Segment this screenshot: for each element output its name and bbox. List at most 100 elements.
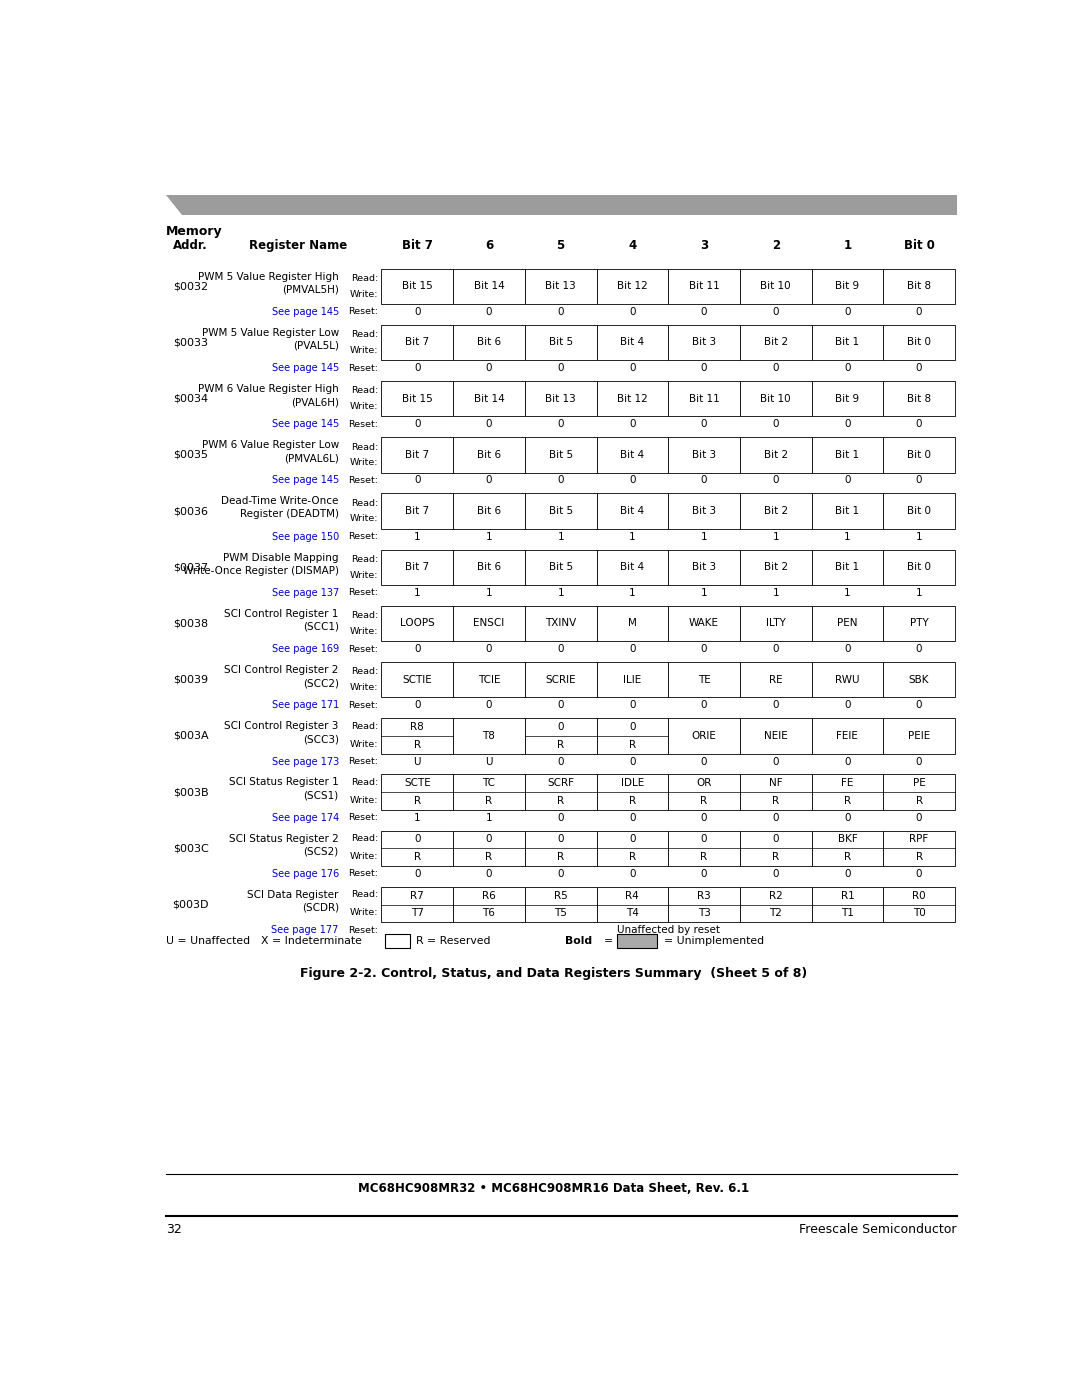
Text: TCIE: TCIE [477, 675, 500, 685]
Bar [596, 662, 669, 697]
Bar [454, 493, 525, 529]
Text: NEIE: NEIE [764, 731, 787, 740]
Bar [740, 606, 811, 641]
Text: 0: 0 [630, 834, 636, 844]
Text: Bit 9: Bit 9 [835, 394, 860, 404]
Text: 0: 0 [630, 813, 636, 823]
Text: Bit 14: Bit 14 [474, 281, 504, 291]
Text: See page 145: See page 145 [271, 419, 339, 429]
Text: Dead-Time Write-Once: Dead-Time Write-Once [221, 496, 339, 506]
Text: R: R [701, 852, 707, 862]
Text: Reset:: Reset: [349, 476, 378, 485]
Text: T8: T8 [483, 731, 496, 740]
Text: SCI Control Register 1: SCI Control Register 1 [225, 609, 339, 619]
Bar [596, 774, 669, 810]
Text: 0: 0 [486, 419, 492, 429]
Text: See page 173: See page 173 [271, 757, 339, 767]
Bar [384, 933, 410, 949]
Text: See page 174: See page 174 [271, 813, 339, 823]
Text: Bit 15: Bit 15 [402, 281, 433, 291]
Bar [596, 549, 669, 585]
Bar [596, 493, 669, 529]
Text: Read:: Read: [351, 555, 378, 564]
Bar [525, 606, 596, 641]
Text: 0: 0 [845, 419, 851, 429]
Text: PEN: PEN [837, 619, 858, 629]
Text: Write:: Write: [350, 402, 378, 411]
Bar [883, 887, 955, 922]
Text: 0: 0 [630, 869, 636, 879]
Bar [525, 268, 596, 305]
Bar [596, 887, 669, 922]
Text: See page 145: See page 145 [271, 475, 339, 485]
Text: 0: 0 [916, 757, 922, 767]
Bar [669, 549, 740, 585]
Text: Write:: Write: [350, 458, 378, 467]
Text: Register Name: Register Name [248, 239, 347, 251]
Text: 1: 1 [486, 813, 492, 823]
Text: 0: 0 [916, 307, 922, 317]
Text: See page 169: See page 169 [272, 644, 339, 654]
Text: T5: T5 [554, 908, 567, 918]
Text: 1: 1 [843, 239, 851, 251]
Text: 0: 0 [772, 834, 779, 844]
Bar [669, 381, 740, 416]
Text: 2: 2 [772, 239, 780, 251]
Text: Reset:: Reset: [349, 869, 378, 879]
Text: R: R [772, 796, 780, 806]
Bar [596, 324, 669, 360]
Text: RWU: RWU [835, 675, 860, 685]
Bar [381, 381, 454, 416]
Text: Bit 0: Bit 0 [907, 450, 931, 460]
Text: 1: 1 [414, 532, 420, 542]
Text: 0: 0 [845, 757, 851, 767]
Text: PWM 5 Value Register Low: PWM 5 Value Register Low [202, 328, 339, 338]
Text: Bit 13: Bit 13 [545, 281, 576, 291]
Bar [525, 774, 596, 810]
Text: 0: 0 [916, 869, 922, 879]
Text: Bit 7: Bit 7 [405, 450, 430, 460]
Text: T0: T0 [913, 908, 926, 918]
Text: Bit 0: Bit 0 [907, 506, 931, 515]
Text: 0: 0 [630, 307, 636, 317]
Text: 0: 0 [557, 813, 564, 823]
Bar [381, 774, 454, 810]
Text: T2: T2 [769, 908, 782, 918]
Text: 0: 0 [557, 475, 564, 485]
Text: $0032: $0032 [173, 281, 208, 291]
Text: 0: 0 [701, 307, 707, 317]
Text: 1: 1 [845, 588, 851, 598]
Text: 0: 0 [772, 869, 779, 879]
Bar [883, 268, 955, 305]
Text: PWM 6 Value Register Low: PWM 6 Value Register Low [202, 440, 339, 450]
Bar [740, 774, 811, 810]
Bar [811, 268, 883, 305]
Bar [525, 437, 596, 472]
Text: 1: 1 [916, 532, 922, 542]
Text: PE: PE [913, 778, 926, 788]
Text: 0: 0 [845, 307, 851, 317]
Text: 0: 0 [557, 363, 564, 373]
Text: Bit 1: Bit 1 [835, 450, 860, 460]
Text: SCTIE: SCTIE [403, 675, 432, 685]
Text: R: R [485, 796, 492, 806]
Text: Bit 10: Bit 10 [760, 394, 791, 404]
Text: Bit 10: Bit 10 [760, 281, 791, 291]
Bar [596, 606, 669, 641]
Bar [525, 662, 596, 697]
Text: 0: 0 [486, 307, 492, 317]
Text: Bit 4: Bit 4 [620, 450, 645, 460]
Text: 0: 0 [630, 644, 636, 654]
Text: $0036: $0036 [173, 506, 208, 515]
Text: R: R [416, 936, 424, 946]
Text: 1: 1 [701, 588, 707, 598]
Text: Figure 2-2. Control, Status, and Data Registers Summary  (Sheet 5 of 8): Figure 2-2. Control, Status, and Data Re… [300, 967, 807, 979]
Text: Bit 5: Bit 5 [549, 338, 572, 348]
Text: 0: 0 [557, 869, 564, 879]
Text: 6: 6 [485, 239, 494, 251]
Text: Write:: Write: [350, 852, 378, 861]
Text: U: U [414, 757, 421, 767]
Text: 0: 0 [414, 475, 420, 485]
Text: U = Unaffected: U = Unaffected [166, 936, 251, 946]
Text: Write-Once Register (DISMAP): Write-Once Register (DISMAP) [183, 566, 339, 576]
